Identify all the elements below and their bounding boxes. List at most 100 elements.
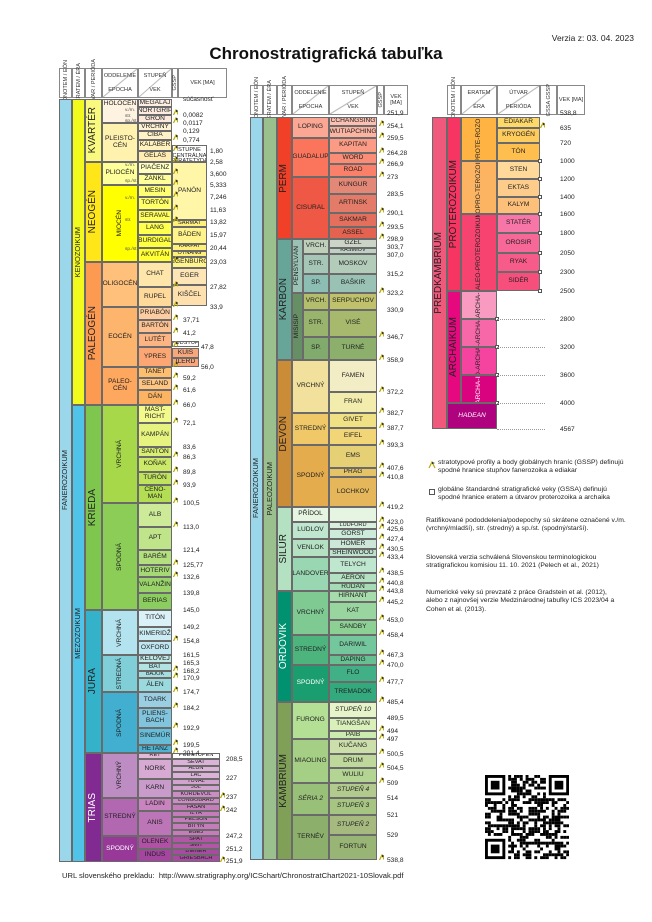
era-cell-label: Mezopro-terozoikum: [474, 161, 482, 214]
stage-cell: Tanet: [138, 367, 172, 378]
series-cell-label: Furong: [296, 716, 325, 724]
footer-label: URL slovenského prekladu:: [62, 871, 155, 880]
header-vek-ma: Vek [Ma]: [384, 85, 408, 115]
stage-cell-label: Paib: [345, 731, 361, 738]
gssp-flag-icon: [172, 722, 178, 728]
age-label: 485,4: [387, 698, 404, 706]
stage-cell-label: Mást-richt: [144, 406, 166, 420]
regional-stage-cell: Panón: [172, 162, 207, 220]
stage-cell-label: Visé: [345, 319, 361, 327]
stage-cell-label: Berias: [142, 597, 168, 605]
gssp-flag-icon: [378, 354, 384, 360]
gssp-flag-icon: [219, 804, 225, 811]
stage-cell-label: Rudan: [341, 583, 365, 590]
stage-cell-label: Akvitán: [140, 250, 170, 258]
era-cell: Eo-archa-ikum: [461, 375, 497, 403]
stage-cell-label: Čchangsing: [330, 117, 376, 125]
header-label: Vek [Ma]: [558, 97, 584, 103]
stage-cell: Kimeridž: [138, 627, 172, 641]
stage-cell: Oxford: [138, 641, 172, 655]
stage-cell-label: Tanet: [144, 368, 166, 376]
stage-cell-label: Fortun: [339, 843, 367, 851]
series-cell-label: Spodná: [115, 708, 123, 737]
regional-stage-cell-label: Sarmat: [178, 220, 201, 226]
stage-cell-label: Rét: [149, 753, 161, 759]
stage-cell-label: Aeron: [341, 573, 365, 581]
qr-code[interactable]: [485, 775, 569, 861]
stage-cell-label: Turné: [341, 344, 365, 352]
series-cell: Holocén: [102, 99, 138, 123]
period-cell: Sidér: [497, 272, 540, 291]
legend-gssp: stratotypové profily a body globálnych h…: [438, 459, 624, 475]
age-label: 438,5: [387, 569, 404, 577]
series-cell: Landover: [292, 557, 329, 591]
age-label: 264,28: [387, 149, 408, 157]
gssp-flag-icon: [378, 331, 384, 337]
age-label: 59,2: [183, 374, 196, 382]
gssp-flag-icon: [172, 665, 178, 671]
series-cell-label: Sp.: [311, 279, 321, 287]
series-cell: Sp.: [303, 337, 329, 360]
period-cell-label: Statér: [505, 219, 532, 227]
stage-cell: Kungur: [329, 177, 377, 194]
period-cell: Neogén: [85, 162, 102, 262]
age-label: 4567: [560, 425, 575, 433]
stage-cell-label: Serpuchov: [332, 297, 374, 305]
stage-cell: Telych: [329, 557, 377, 573]
gssp-flag-icon: [172, 216, 178, 222]
age-label: 1800: [560, 229, 575, 237]
supereon-cell-label: Predkambrium: [433, 232, 445, 314]
stage-cell-label: Fran: [344, 398, 362, 406]
gssp-flag-icon: [378, 577, 384, 583]
footer-url-link[interactable]: http://www.stratigraphy.org/ICSchart/Chr…: [158, 871, 404, 880]
gssp-flag-icon: [378, 221, 384, 227]
stage-cell-label: Flo: [346, 669, 360, 677]
stage-cell: Gžel: [329, 239, 377, 248]
age-label: 387,7: [387, 424, 404, 432]
age-label: 113,0: [183, 523, 200, 531]
gssp-flag-icon: [172, 256, 178, 262]
stage-cell: Nortgrip: [138, 107, 172, 115]
series-cell-label: Séria 2: [297, 794, 324, 802]
age-label: 509: [387, 779, 399, 787]
series-cell-label: Stredný: [294, 424, 327, 432]
age-label: 20,44: [210, 244, 227, 252]
era-cell: Paleozoikum: [263, 117, 277, 860]
stage-cell-label: Ceno-man: [144, 486, 166, 500]
series-cell-label: Stredný: [104, 812, 136, 820]
series-cell-label: Cisural: [296, 203, 325, 211]
age-label: 154,8: [183, 637, 200, 645]
gssp-flag-icon: [172, 301, 178, 307]
stage-cell-label: Burdigal: [138, 237, 172, 245]
gssp-flag-icon: [378, 659, 384, 665]
gssp-flag-icon: [378, 386, 384, 392]
stage-cell-label: Kampán: [141, 430, 169, 438]
series-cell-label: Spodný: [296, 471, 325, 479]
period-cell-label: Sten: [509, 165, 528, 173]
age-label: 433,4: [387, 553, 404, 561]
stage-cell: Seraval: [138, 210, 172, 222]
stage-cell: Daping: [329, 655, 377, 665]
age-label: 7,246: [210, 193, 227, 201]
stage-cell: Gelas: [138, 151, 172, 162]
age-label: 2050: [560, 249, 575, 257]
stage-cell-label: Sheinwood: [332, 549, 374, 556]
boundary-dotted-line: [497, 375, 545, 376]
header-label: Útvar: [509, 90, 528, 96]
stage-cell: Dán: [138, 390, 172, 405]
stage-cell-label: Sandby: [339, 623, 367, 631]
regional-stage-cell: Kuis: [172, 348, 199, 358]
stage-cell: Álen: [138, 678, 172, 692]
stage-cell-label: Word: [342, 154, 364, 162]
substage-cell: Smit: [172, 842, 220, 849]
series-cell: Oligocén: [102, 262, 138, 307]
age-label: 161,5: [183, 651, 200, 659]
boundary-dotted-line: [497, 319, 545, 320]
series-cell-label: Miocén: [115, 210, 123, 237]
stage-cell: Lang: [138, 222, 172, 235]
age-label: 489,5: [387, 714, 404, 722]
age-label: 100,5: [183, 499, 200, 507]
series-cell-label: Spodný: [296, 679, 325, 687]
age-label: 445,2: [387, 598, 404, 606]
substage-cell-label: Tuval: [187, 778, 205, 784]
